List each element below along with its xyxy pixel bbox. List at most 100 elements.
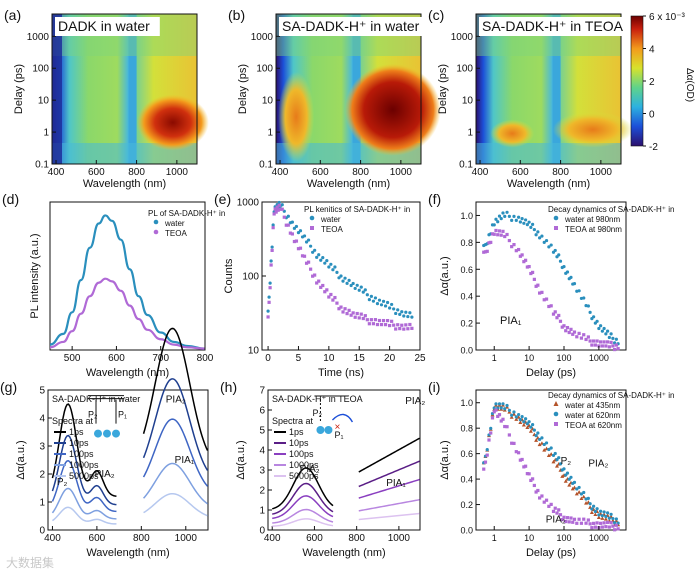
data-point xyxy=(532,227,536,232)
y-tick-label: 0.4 xyxy=(460,292,473,302)
data-point xyxy=(400,323,404,327)
data-point xyxy=(572,480,577,484)
data-point xyxy=(575,487,579,491)
panel-letter: (g) xyxy=(0,379,17,395)
colorbar: 6 x 10⁻³ 4 2 0 -2 Δα(OD) xyxy=(630,12,695,153)
y-tick-label: 0.1 xyxy=(259,160,273,171)
data-point xyxy=(546,453,551,458)
x-tick-label: 600 xyxy=(89,533,106,544)
x-tick-label: 1000 xyxy=(175,533,198,544)
data-point xyxy=(487,438,491,442)
data-point xyxy=(517,412,521,417)
panel-letter: (b) xyxy=(228,7,245,23)
data-point xyxy=(609,520,613,525)
data-point xyxy=(577,490,582,494)
data-point xyxy=(327,295,331,299)
data-point xyxy=(544,441,549,445)
y-tick-label: 1 xyxy=(43,128,49,139)
data-point xyxy=(266,315,270,319)
data-point xyxy=(609,332,613,336)
y-tick-label: 0.1 xyxy=(35,160,49,171)
data-point xyxy=(588,339,592,343)
data-point xyxy=(290,220,294,224)
legend-label: 5000ps xyxy=(69,471,99,481)
annotation-pia2: PIA₂ xyxy=(166,395,186,406)
data-point xyxy=(292,226,297,230)
data-point xyxy=(392,323,396,327)
x-axis-label: Wavelength (nm) xyxy=(302,547,385,559)
blocked-transfer-icon: × xyxy=(334,422,340,433)
legend-label: water at 620nm xyxy=(564,411,620,420)
data-point xyxy=(375,322,380,327)
annotation-pia2-lower: PIA₂ xyxy=(95,469,115,480)
data-point xyxy=(345,311,349,316)
y-tick-label: 1000 xyxy=(251,32,274,43)
data-point xyxy=(572,330,577,334)
y-tick-label: 4 xyxy=(259,446,265,457)
y-axis-label: Δα(a.u.) xyxy=(235,440,247,479)
spectrum-1ps xyxy=(142,327,209,451)
data-point xyxy=(590,507,594,511)
data-point xyxy=(296,247,301,251)
data-point xyxy=(604,332,608,336)
data-point xyxy=(510,413,514,417)
data-point xyxy=(516,415,521,419)
data-point xyxy=(363,288,367,292)
data-point xyxy=(557,456,561,460)
data-point xyxy=(586,304,590,308)
data-point xyxy=(592,339,596,343)
y-axis-label: Δα(a.u.) xyxy=(15,440,27,479)
data-point xyxy=(518,458,522,462)
x-axis-label: Wavelength (nm) xyxy=(307,178,390,190)
data-point xyxy=(496,220,500,224)
data-point xyxy=(597,513,601,517)
data-point xyxy=(524,218,528,222)
y-tick-label: 0 xyxy=(39,526,45,537)
data-point xyxy=(367,297,371,302)
data-point xyxy=(606,329,610,333)
data-point xyxy=(331,298,335,302)
y-tick-label: 0.8 xyxy=(460,238,473,248)
data-point xyxy=(329,262,333,266)
data-point xyxy=(569,275,573,279)
data-point xyxy=(611,524,615,528)
data-point xyxy=(613,528,617,532)
data-point xyxy=(534,434,538,438)
data-point xyxy=(524,258,528,262)
data-point xyxy=(497,402,502,406)
data-point xyxy=(534,284,538,288)
annotation-p2-diagram: P₂ xyxy=(88,410,98,420)
data-point xyxy=(489,431,493,435)
annotation-pia1: PIA₁ xyxy=(500,315,522,327)
x-axis-label: Wavelength (nm) xyxy=(83,178,166,190)
data-point xyxy=(392,307,396,311)
data-point xyxy=(341,279,345,283)
data-point xyxy=(606,520,610,524)
data-point xyxy=(377,318,382,323)
data-point xyxy=(534,490,538,494)
x-tick-label: 800 xyxy=(348,533,365,544)
data-point xyxy=(359,312,363,316)
panel-g: 400 600 800 1000 0 1 2 3 4 5 Wavelength (nm) Δα(a.u… xyxy=(0,327,209,559)
title-box xyxy=(55,17,160,36)
data-point xyxy=(547,245,551,249)
panel-e: 0 5 10 15 20 25 10 100 1000 Time (ns) Counts (e) PL … xyxy=(214,191,426,379)
data-point xyxy=(492,410,496,414)
data-point xyxy=(282,215,286,219)
data-point xyxy=(494,217,498,221)
data-point xyxy=(490,416,495,420)
legend-label: water at 435nm xyxy=(564,401,620,410)
legend-swatch xyxy=(553,411,559,417)
plot-frame xyxy=(267,389,421,531)
data-point xyxy=(595,507,599,511)
data-point xyxy=(554,463,559,468)
y-axis-label: Delay (ps) xyxy=(437,64,449,114)
data-point xyxy=(553,310,557,314)
x-tick-label: 1 xyxy=(492,533,497,543)
data-point xyxy=(529,425,533,429)
legend-title: PL of SA-DADK-H⁺ in xyxy=(148,209,225,218)
molecule-icon xyxy=(103,429,111,438)
data-point xyxy=(512,441,516,446)
annotation-p2: P₂ xyxy=(57,477,68,488)
legend-label: 10ps xyxy=(69,438,89,448)
